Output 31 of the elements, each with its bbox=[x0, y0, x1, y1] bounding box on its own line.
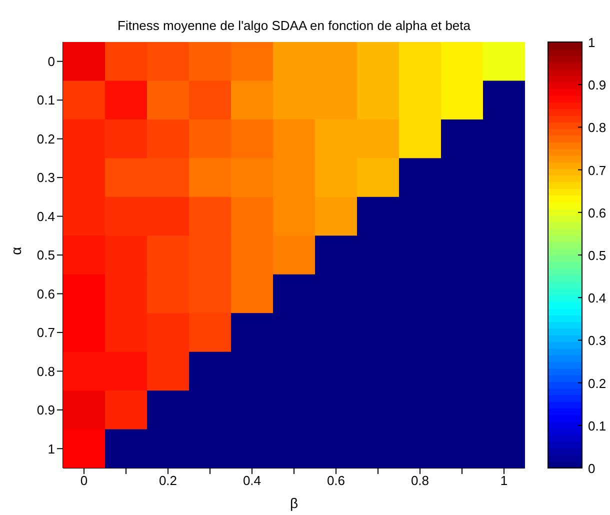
x-tick-label: 1 bbox=[500, 473, 508, 488]
y-tick-label: 0.2 bbox=[36, 131, 55, 146]
color-bar-label: 0.1 bbox=[588, 418, 606, 434]
y-tick-label: 0.7 bbox=[36, 325, 55, 340]
color-bar-label: 0.7 bbox=[588, 162, 606, 178]
y-tick-label: 0.9 bbox=[36, 402, 55, 418]
color-bar-label: 0.2 bbox=[588, 376, 606, 391]
color-bar-label: 0 bbox=[588, 461, 596, 476]
y-tick-label: 0.8 bbox=[36, 364, 55, 379]
x-tick-label: 0.8 bbox=[410, 473, 430, 488]
color-bar-label: 1 bbox=[588, 35, 596, 50]
y-tick-label: 1 bbox=[48, 441, 55, 456]
y-tick-label: 0.6 bbox=[36, 286, 55, 302]
color-bar-label: 0.6 bbox=[588, 205, 606, 220]
x-tick-label: 0.4 bbox=[242, 473, 262, 488]
x-tick-label: 0 bbox=[80, 473, 88, 488]
y-tick-label: 0.4 bbox=[36, 208, 55, 224]
y-tick-label: 0.3 bbox=[36, 170, 55, 186]
y-tick-label: 0.1 bbox=[36, 92, 55, 108]
x-tick-label: 0.2 bbox=[158, 473, 178, 488]
color-bar-label: 0.5 bbox=[588, 248, 606, 263]
color-bar-label: 0.3 bbox=[588, 333, 606, 348]
chart-title: Fitness moyenne de l'algo SDAA en fonction de alpha et beta bbox=[116, 18, 472, 33]
color-bar-label: 0.8 bbox=[588, 120, 606, 136]
y-tick-label: 0 bbox=[48, 54, 55, 69]
color-bar-label: 0.4 bbox=[588, 290, 606, 306]
x-tick-label: 0.6 bbox=[326, 473, 346, 488]
color-bar-label: 0.9 bbox=[588, 78, 606, 93]
y-tick-label: 0.5 bbox=[36, 248, 55, 263]
x-axis-title: β bbox=[290, 495, 298, 511]
y-axis-title: α bbox=[8, 246, 24, 255]
